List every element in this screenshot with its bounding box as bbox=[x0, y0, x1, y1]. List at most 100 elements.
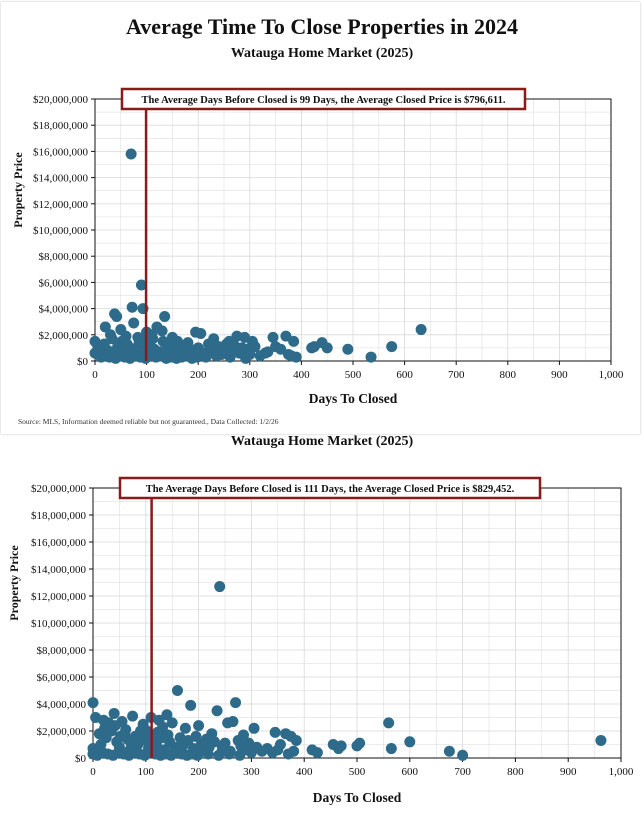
average-annotation-text: The Average Days Before Closed is 99 Day… bbox=[142, 95, 506, 106]
data-point bbox=[161, 709, 173, 721]
average-annotation-box bbox=[120, 87, 527, 111]
x-tick-label: 400 bbox=[293, 369, 310, 381]
data-point bbox=[262, 346, 274, 358]
data-point bbox=[248, 722, 260, 734]
average-annotation-text: The Average Days Before Closed is 111 Da… bbox=[146, 484, 515, 495]
data-point bbox=[214, 581, 226, 593]
data-point bbox=[249, 341, 261, 353]
data-point bbox=[383, 717, 395, 729]
data-point bbox=[288, 745, 300, 757]
x-tick-label: 0 bbox=[92, 369, 98, 381]
data-point bbox=[342, 343, 354, 355]
x-tick-label: 600 bbox=[402, 766, 419, 778]
data-point bbox=[111, 310, 123, 322]
data-point bbox=[106, 333, 118, 345]
data-point bbox=[132, 331, 144, 343]
y-tick-label: $2,000,000 bbox=[39, 330, 89, 342]
data-point bbox=[386, 341, 398, 353]
y-tick-label: $6,000,000 bbox=[37, 672, 87, 684]
data-point bbox=[290, 351, 302, 363]
data-point bbox=[179, 341, 191, 353]
data-point bbox=[195, 327, 207, 339]
source-note: Source: MLS, Information deemed reliable… bbox=[18, 417, 279, 426]
data-point bbox=[351, 740, 363, 752]
y-tick-label: $8,000,000 bbox=[37, 645, 87, 657]
data-point bbox=[192, 749, 204, 761]
data-point bbox=[288, 335, 300, 347]
data-point bbox=[87, 697, 99, 709]
data-point bbox=[275, 343, 287, 355]
x-tick-label: 800 bbox=[500, 369, 517, 381]
data-point bbox=[99, 722, 111, 734]
x-tick-label: 700 bbox=[448, 369, 465, 381]
x-tick-label: 0 bbox=[90, 766, 96, 778]
x-axis-label: Days To Closed bbox=[313, 790, 402, 805]
data-point bbox=[147, 333, 159, 345]
x-tick-label: 800 bbox=[507, 766, 524, 778]
data-point bbox=[223, 748, 235, 760]
data-point bbox=[321, 342, 333, 354]
data-point bbox=[171, 685, 183, 696]
data-point bbox=[202, 748, 214, 760]
data-point bbox=[213, 749, 225, 761]
data-point bbox=[130, 740, 142, 752]
page-title: Average Time To Close Properties in 2024 bbox=[126, 14, 518, 39]
x-tick-label: 700 bbox=[454, 766, 471, 778]
y-tick-label: $10,000,000 bbox=[33, 225, 89, 237]
page-subtitle: Watauga Home Market (2025) bbox=[230, 46, 414, 61]
y-tick-label: $10,000,000 bbox=[31, 618, 87, 630]
second-chart-subtitle: Watauga Home Market (2025) bbox=[230, 434, 414, 449]
data-point bbox=[112, 341, 124, 353]
x-tick-label: 400 bbox=[296, 766, 313, 778]
x-tick-label: 500 bbox=[349, 766, 366, 778]
data-point bbox=[280, 330, 292, 342]
y-tick-label: $16,000,000 bbox=[33, 146, 89, 158]
data-point bbox=[269, 726, 281, 738]
x-tick-label: 900 bbox=[560, 766, 577, 778]
data-point bbox=[179, 722, 191, 734]
data-point bbox=[200, 351, 212, 363]
x-tick-label: 100 bbox=[138, 766, 155, 778]
y-tick-label: $18,000,000 bbox=[31, 510, 87, 522]
y-tick-label: $4,000,000 bbox=[37, 699, 87, 711]
data-point bbox=[210, 350, 222, 362]
data-point bbox=[127, 710, 139, 722]
data-point bbox=[99, 321, 111, 333]
data-point bbox=[335, 740, 347, 752]
x-tick-label: 1,000 bbox=[609, 766, 634, 778]
data-point bbox=[595, 734, 607, 746]
y-tick-label: $12,000,000 bbox=[31, 591, 87, 603]
data-point bbox=[365, 351, 377, 363]
x-tick-label: 600 bbox=[396, 369, 413, 381]
y-tick-label: $16,000,000 bbox=[31, 537, 87, 549]
data-point bbox=[211, 705, 223, 717]
data-point bbox=[157, 721, 169, 733]
data-point bbox=[185, 699, 197, 711]
data-point bbox=[87, 743, 99, 755]
data-point bbox=[156, 325, 168, 337]
data-point bbox=[224, 351, 236, 363]
data-point bbox=[415, 324, 427, 336]
data-point bbox=[311, 747, 323, 759]
y-tick-label: $12,000,000 bbox=[33, 199, 89, 211]
data-point bbox=[227, 716, 239, 728]
data-point bbox=[128, 317, 140, 329]
data-point bbox=[457, 749, 469, 761]
data-point bbox=[109, 720, 121, 732]
x-tick-label: 300 bbox=[243, 766, 260, 778]
y-axis-label: Property Price bbox=[11, 152, 25, 228]
y-tick-label: $18,000,000 bbox=[33, 120, 89, 132]
y-tick-label: $0 bbox=[75, 753, 87, 765]
x-tick-label: 300 bbox=[242, 369, 259, 381]
data-point bbox=[240, 352, 252, 364]
x-tick-label: 200 bbox=[190, 766, 207, 778]
data-point bbox=[191, 351, 203, 363]
y-tick-label: $20,000,000 bbox=[33, 94, 89, 106]
data-point bbox=[230, 697, 242, 709]
average-annotation-box bbox=[118, 476, 542, 500]
data-point bbox=[404, 736, 416, 748]
data-point bbox=[208, 736, 220, 748]
y-tick-label: $8,000,000 bbox=[39, 251, 89, 263]
